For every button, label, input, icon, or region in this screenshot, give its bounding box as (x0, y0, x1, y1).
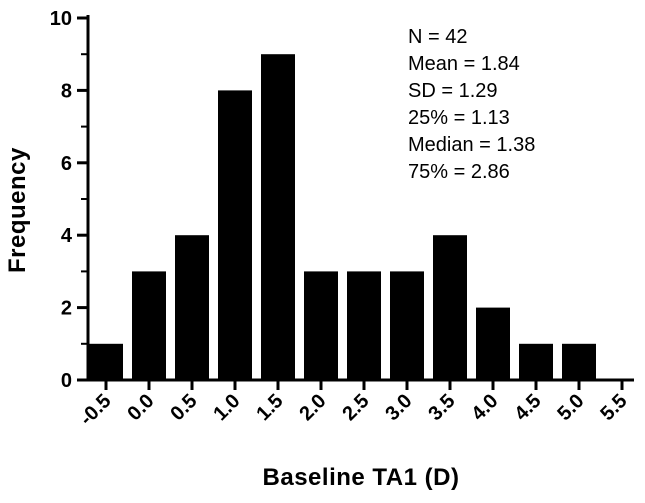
stat-line-sd: SD = 1.29 (408, 80, 498, 102)
stat-line-n: N = 42 (408, 26, 468, 48)
x-tick-label: 2.5 (338, 390, 373, 425)
stats-annotation: N = 42 Mean = 1.84 SD = 1.29 25% = 1.13 … (408, 24, 535, 186)
x-tick-label: -0.5 (76, 390, 116, 430)
x-tick-label: 3.0 (381, 390, 416, 425)
x-tick-label: 4.5 (510, 390, 545, 425)
y-tick-label: 0 (61, 370, 72, 392)
bar (347, 271, 381, 380)
bar (304, 271, 338, 380)
bar (261, 54, 295, 380)
bar (175, 235, 209, 380)
bar (89, 343, 123, 380)
y-tick-label: 6 (61, 153, 72, 175)
x-tick-label: 1.0 (209, 390, 244, 425)
stat-line-75pct: 75% = 2.86 (408, 161, 510, 183)
stat-line-median: Median = 1.38 (408, 134, 536, 156)
x-tick-label: 2.0 (295, 390, 330, 425)
bar (218, 90, 252, 381)
x-tick-label: 1.5 (252, 390, 287, 425)
bar (476, 307, 510, 380)
bar (562, 343, 596, 380)
stat-line-mean: Mean = 1.84 (408, 53, 520, 75)
bar (433, 235, 467, 380)
x-tick-label: 3.5 (424, 390, 459, 425)
stat-line-25pct: 25% = 1.13 (408, 107, 510, 129)
y-tick-label: 4 (61, 225, 73, 247)
y-tick-label: 10 (50, 8, 72, 30)
bar (519, 343, 553, 380)
x-tick-label: 0.5 (166, 390, 201, 425)
y-tick-label: 2 (61, 298, 72, 320)
x-tick-label: 4.0 (467, 390, 502, 425)
x-tick-label: 5.5 (596, 390, 631, 425)
x-tick-label: 5.0 (553, 390, 588, 425)
bar (390, 271, 424, 380)
x-axis-title: Baseline TA1 (D) (262, 464, 460, 491)
y-tick-label: 8 (61, 80, 72, 102)
bar (132, 271, 166, 380)
x-tick-label: 0.0 (123, 390, 158, 425)
